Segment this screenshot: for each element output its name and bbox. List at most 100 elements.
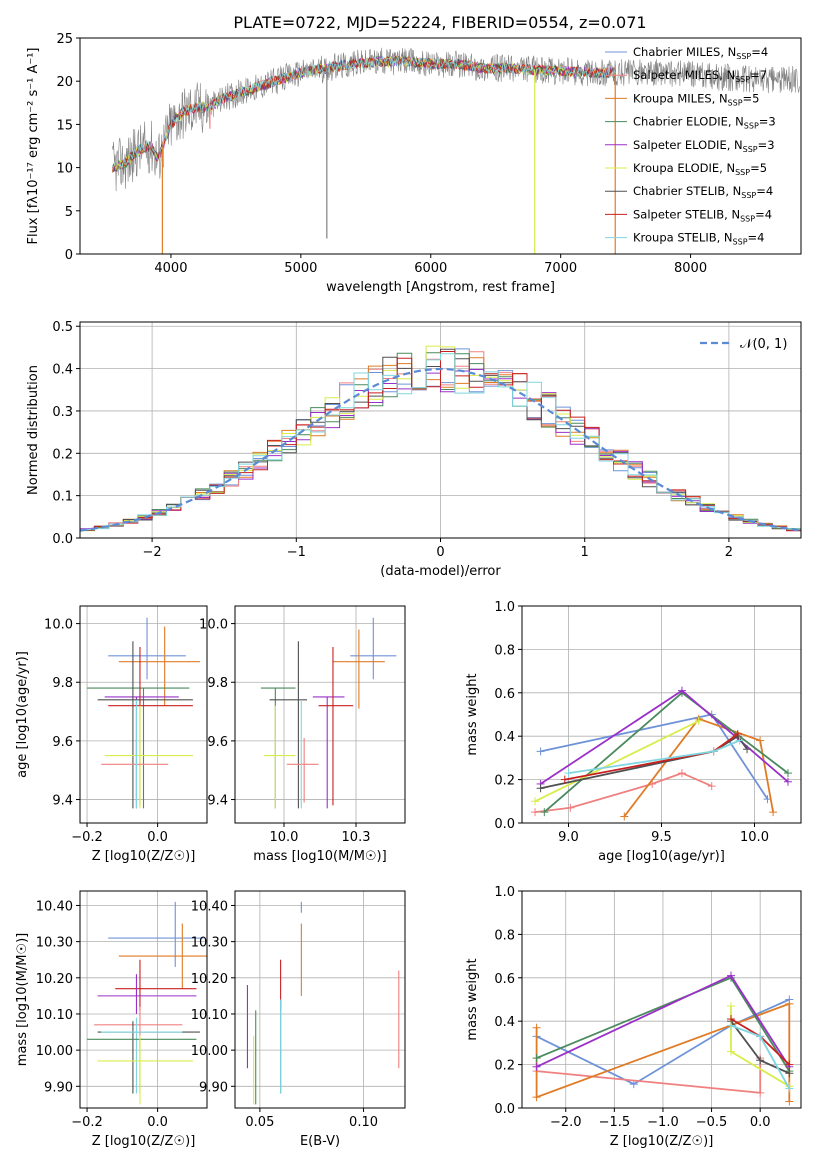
y-tick-label: 10.30	[191, 936, 228, 951]
y-tick-label: 9.90	[199, 1080, 228, 1095]
y-tick-label: 1.0	[494, 885, 515, 900]
plot-area	[260, 617, 397, 809]
weight-line	[534, 772, 713, 813]
y-tick-label: 0.2	[494, 774, 515, 789]
legend-label: Salpeter ELODIE, NSSP=3	[633, 138, 775, 154]
y-tick-label: 0.6	[494, 972, 515, 987]
x-tick-label: −0.2	[71, 1115, 103, 1130]
x-tick-label: 9.5	[651, 830, 672, 845]
plot-area	[532, 971, 794, 1106]
x-axis-label: age [log10(age/yr)]	[598, 849, 725, 864]
y-tick-label: 10.40	[191, 899, 228, 914]
x-axis-label: mass [log10(M/M☉)]	[253, 849, 386, 864]
legend-label: Chabrier STELIB, NSSP=4	[633, 184, 773, 200]
gaussian-curve	[80, 367, 801, 532]
x-tick-label: 0.0	[147, 1115, 168, 1130]
axes-frame	[234, 890, 406, 1109]
y-tick-label: 10	[56, 162, 73, 177]
figure-title: PLATE=0722, MJD=52224, FIBERID=0554, z=0…	[233, 13, 646, 32]
x-tick-label: 0.0	[147, 830, 168, 845]
y-tick-label: 0.3	[52, 405, 73, 420]
x-tick-label: 2	[725, 545, 733, 560]
x-tick-label: −1.5	[599, 1115, 631, 1130]
y-tick-label: 25	[56, 32, 73, 47]
legend-label: Salpeter STELIB, NSSP=4	[633, 207, 772, 223]
legend-label: 𝒩(0, 1)	[740, 337, 787, 352]
axes-ebv-mass: 0.05 0.10 9.90 10.00 10.10 10.20 10.30 10.40 E(B…	[191, 890, 406, 1149]
legend-label: Chabrier ELODIE, NSSP=3	[633, 115, 776, 131]
y-tick-label: 5	[65, 205, 73, 220]
x-tick-label: 1	[581, 545, 589, 560]
x-tick-label: 0	[436, 545, 444, 560]
x-tick-label: 9.0	[558, 830, 579, 845]
y-tick-label: 10.20	[36, 972, 73, 987]
y-tick-label: 9.90	[44, 1080, 73, 1095]
x-tick-label: 10.0	[270, 830, 299, 845]
legend: Chabrier MILES, NSSP=4 Salpeter MILES, NS…	[605, 45, 776, 247]
x-axis-label: Z [log10(Z/Z☉)]	[92, 849, 196, 864]
y-tick-label: 0.2	[494, 1059, 515, 1074]
y-tick-label: 20	[56, 75, 73, 90]
observed-spectrum	[112, 47, 800, 192]
legend-label: Kroupa MILES, NSSP=5	[633, 91, 759, 107]
x-tick-label: −1.0	[647, 1115, 679, 1130]
y-tick-label: 0.8	[494, 643, 515, 658]
x-tick-label: 7000	[544, 261, 577, 276]
legend-label: Salpeter MILES, NSSP=7	[633, 68, 767, 84]
y-tick-label: 9.8	[207, 676, 228, 691]
axes-residuals: −2 −1 0 1 2 0.0 0.1 0.2 0.3 0.4 0.5 (data-model)/er…	[26, 320, 802, 579]
y-tick-label: 0.1	[52, 490, 73, 505]
x-axis-label: (data-model)/error	[380, 564, 501, 579]
y-axis-label: mass weight	[465, 958, 480, 1040]
y-tick-label: 9.6	[52, 735, 73, 750]
y-tick-label: 0.0	[494, 1102, 515, 1117]
weight-line	[543, 691, 789, 813]
axes-z-age: −0.2 0.0 9.4 9.6 9.8 10.0 Z [log10(Z/Z☉)] age […	[15, 605, 208, 864]
y-tick-label: 10.10	[36, 1008, 73, 1023]
axes-frame	[234, 605, 406, 824]
plot-area	[112, 47, 800, 254]
axes-mass-age: 10.0 10.3 9.4 9.6 9.8 10.0 mass [log10(M/M☉)]	[199, 605, 406, 864]
x-tick-label: 0.0	[750, 1115, 771, 1130]
weight-line	[535, 1002, 791, 1102]
plot-area	[87, 901, 207, 1105]
weight-line	[534, 720, 700, 803]
x-tick-label: −2.0	[550, 1115, 582, 1130]
x-tick-label: −0.2	[71, 830, 103, 845]
x-tick-label: 6000	[414, 261, 447, 276]
y-axis-label: Normed distribution	[26, 365, 41, 495]
y-tick-label: 15	[56, 118, 73, 133]
y-tick-label: 10.10	[191, 1008, 228, 1023]
plot-area	[87, 617, 200, 809]
legend-label: Kroupa ELODIE, NSSP=5	[633, 161, 767, 177]
y-tick-label: 0.5	[52, 320, 73, 335]
x-axis-label: E(B-V)	[300, 1134, 340, 1149]
y-tick-label: 1.0	[494, 600, 515, 615]
y-tick-label: 0.4	[52, 363, 73, 378]
plot-area	[246, 901, 400, 1105]
y-tick-label: 0.4	[494, 1015, 515, 1030]
y-tick-label: 0.8	[494, 928, 515, 943]
y-tick-label: 10.40	[36, 899, 73, 914]
axes-frame	[79, 890, 208, 1109]
weight-line	[536, 998, 790, 1086]
x-tick-label: 8000	[674, 261, 707, 276]
residual-histogram	[80, 353, 801, 531]
plot-area	[80, 345, 801, 532]
x-tick-label: −0.5	[696, 1115, 728, 1130]
legend-label: Kroupa STELIB, NSSP=4	[633, 231, 764, 247]
x-axis-label: Z [log10(Z/Z☉)]	[92, 1134, 196, 1149]
y-tick-label: 0.0	[494, 817, 515, 832]
axes-z-mass: −0.2 0.0 9.90 10.00 10.10 10.20 10.30 10.40 Z [l…	[15, 890, 208, 1149]
x-tick-label: 10.0	[740, 830, 769, 845]
y-axis-label: Flux [fλ10⁻¹⁷ erg cm⁻² s⁻¹ A⁻¹]	[26, 48, 41, 245]
legend-label: Chabrier MILES, NSSP=4	[633, 45, 768, 61]
y-tick-label: 9.8	[52, 676, 73, 691]
axes-spectrum: 4000 5000 6000 7000 8000 0 5 10 15 20 25 wavelength…	[26, 32, 802, 295]
x-tick-label: 0.05	[245, 1115, 274, 1130]
axes-frame	[79, 37, 802, 255]
y-tick-label: 9.4	[207, 794, 228, 809]
plot-area	[531, 686, 792, 821]
y-tick-label: 10.00	[36, 1044, 73, 1059]
